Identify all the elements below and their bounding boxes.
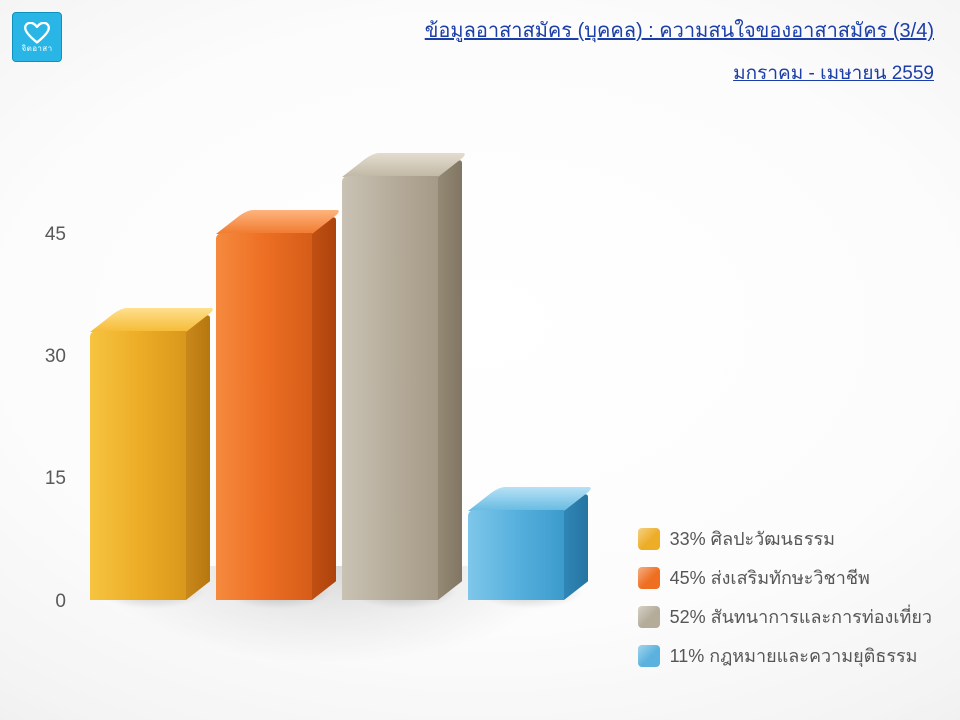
legend-swatch [638, 567, 660, 589]
legend-label: 45% ส่งเสริมทักษะวิชาชีพ [670, 563, 870, 592]
bar-side [438, 157, 462, 600]
page-title-link[interactable]: ข้อมูลอาสาสมัคร (บุคคล) : ความสนใจของอาส… [425, 20, 934, 42]
y-tick-label: 0 [20, 591, 66, 613]
bar-front [342, 176, 438, 600]
bar-front [216, 233, 312, 600]
legend-swatch [638, 606, 660, 628]
heart-icon [24, 22, 50, 44]
legend-label: 11% กฎหมายและความยุติธรรม [670, 641, 918, 670]
header-titles: ข้อมูลอาสาสมัคร (บุคคล) : ความสนใจของอาส… [425, 14, 934, 88]
bar-front [90, 331, 186, 600]
legend-swatch [638, 645, 660, 667]
bar-side [312, 214, 336, 600]
logo-caption: จิตอาสา [22, 45, 53, 53]
volunteer-interest-chart: 0 15 30 45 33% ศิลปะวัฒนธรรม 45% ส่งเสริมทัก… [20, 104, 940, 694]
bar-front [468, 510, 564, 600]
org-logo: จิตอาสา [12, 12, 62, 62]
legend-row-0: 33% ศิลปะวัฒนธรรม [638, 524, 932, 553]
legend-row-2: 52% สันทนาการและการท่องเที่ยว [638, 602, 932, 631]
legend-label: 52% สันทนาการและการท่องเที่ยว [670, 602, 932, 631]
legend-row-1: 45% ส่งเสริมทักษะวิชาชีพ [638, 563, 932, 592]
y-tick-label: 30 [20, 346, 66, 368]
legend-row-3: 11% กฎหมายและความยุติธรรม [638, 641, 932, 670]
page-subtitle-link[interactable]: มกราคม - เมษายน 2559 [733, 63, 934, 84]
y-tick-label: 45 [20, 224, 66, 246]
legend-label: 33% ศิลปะวัฒนธรรม [670, 524, 835, 553]
chart-legend: 33% ศิลปะวัฒนธรรม 45% ส่งเสริมทักษะวิชาชี… [638, 514, 932, 670]
legend-swatch [638, 528, 660, 550]
bar-side [186, 312, 210, 600]
y-tick-label: 15 [20, 468, 66, 490]
